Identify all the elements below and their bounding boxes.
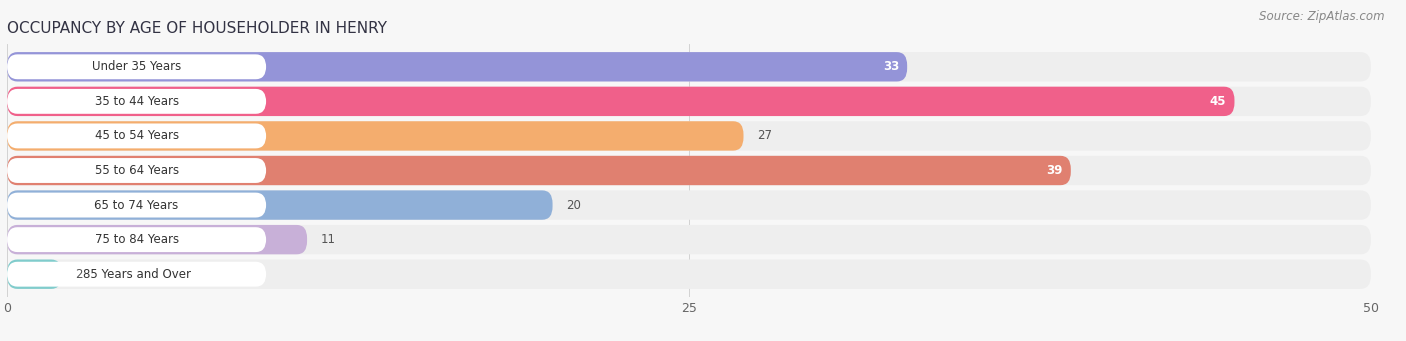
Text: OCCUPANCY BY AGE OF HOUSEHOLDER IN HENRY: OCCUPANCY BY AGE OF HOUSEHOLDER IN HENRY — [7, 21, 387, 36]
Text: 20: 20 — [567, 198, 581, 211]
FancyBboxPatch shape — [7, 158, 266, 183]
FancyBboxPatch shape — [7, 156, 1371, 185]
Text: 45 to 54 Years: 45 to 54 Years — [94, 130, 179, 143]
FancyBboxPatch shape — [7, 190, 553, 220]
Text: 11: 11 — [321, 233, 336, 246]
FancyBboxPatch shape — [7, 262, 266, 287]
FancyBboxPatch shape — [7, 260, 62, 289]
Text: 35 to 44 Years: 35 to 44 Years — [94, 95, 179, 108]
FancyBboxPatch shape — [7, 54, 266, 79]
FancyBboxPatch shape — [7, 260, 1371, 289]
Text: 2: 2 — [76, 268, 83, 281]
FancyBboxPatch shape — [7, 121, 744, 151]
FancyBboxPatch shape — [7, 123, 266, 148]
FancyBboxPatch shape — [7, 121, 1371, 151]
Text: Under 35 Years: Under 35 Years — [91, 60, 181, 73]
FancyBboxPatch shape — [7, 225, 307, 254]
Text: 39: 39 — [1046, 164, 1063, 177]
FancyBboxPatch shape — [7, 89, 266, 114]
Text: 45: 45 — [1209, 95, 1226, 108]
Text: 85 Years and Over: 85 Years and Over — [83, 268, 191, 281]
FancyBboxPatch shape — [7, 87, 1371, 116]
FancyBboxPatch shape — [7, 156, 1071, 185]
Text: 65 to 74 Years: 65 to 74 Years — [94, 198, 179, 211]
Text: 27: 27 — [756, 130, 772, 143]
Text: 55 to 64 Years: 55 to 64 Years — [94, 164, 179, 177]
FancyBboxPatch shape — [7, 227, 266, 252]
Text: 33: 33 — [883, 60, 898, 73]
FancyBboxPatch shape — [7, 87, 1234, 116]
Text: Source: ZipAtlas.com: Source: ZipAtlas.com — [1260, 10, 1385, 23]
FancyBboxPatch shape — [7, 190, 1371, 220]
FancyBboxPatch shape — [7, 225, 1371, 254]
Text: 75 to 84 Years: 75 to 84 Years — [94, 233, 179, 246]
FancyBboxPatch shape — [7, 193, 266, 218]
FancyBboxPatch shape — [7, 52, 907, 81]
FancyBboxPatch shape — [7, 52, 1371, 81]
